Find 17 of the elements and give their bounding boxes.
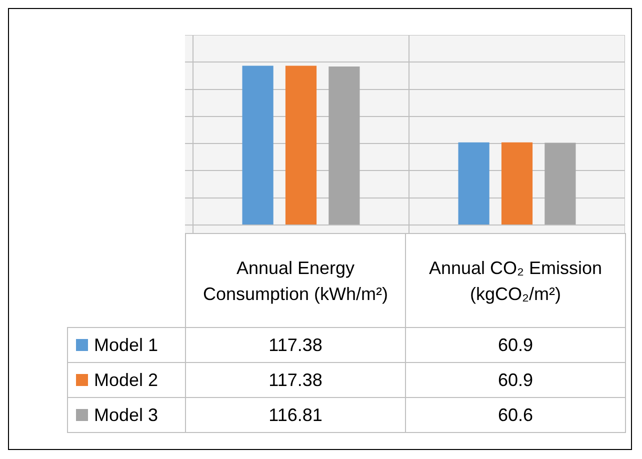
legend-label: Model 1 xyxy=(93,334,158,354)
x-tick-label: Annual CO₂ Emission (kgCO₂/m²) xyxy=(406,234,626,328)
data-label: 60.9 xyxy=(406,362,626,398)
bar xyxy=(242,66,274,224)
bar xyxy=(285,66,317,224)
bar xyxy=(458,142,490,224)
data-label: 117.38 xyxy=(186,362,406,398)
bar xyxy=(328,66,360,224)
data-label: 60.9 xyxy=(406,328,626,362)
legend-label: Model 3 xyxy=(93,404,158,424)
bar xyxy=(544,142,576,224)
legend-label: Model 2 xyxy=(93,370,158,390)
bar xyxy=(501,142,533,224)
data-label: 60.6 xyxy=(406,398,626,432)
data-label: 117.38 xyxy=(186,328,406,362)
data-label: 116.81 xyxy=(186,398,406,432)
x-tick-label: Annual Energy Consumption (kWh/m²) xyxy=(186,234,406,328)
